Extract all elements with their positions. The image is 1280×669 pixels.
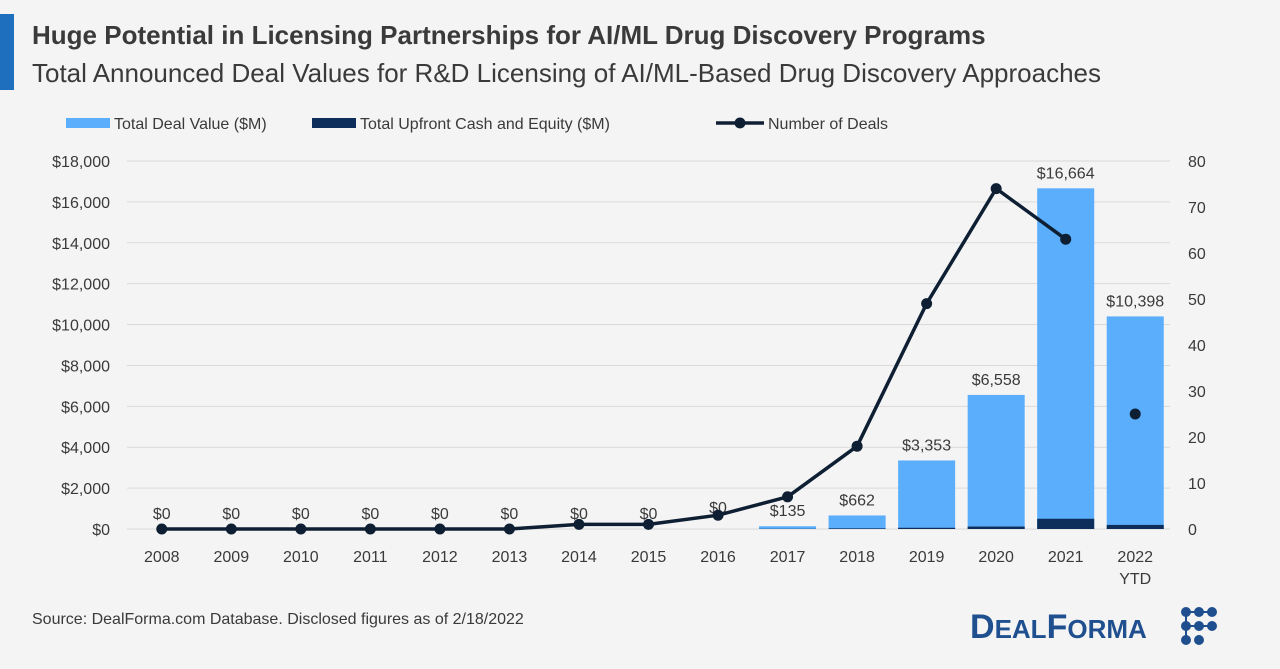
legend-bar-swatch [66, 118, 110, 128]
bar-total-deal-value [1037, 188, 1095, 529]
x-tick-label: 2016 [700, 549, 736, 566]
y-left-tick-label: $2,000 [61, 481, 110, 498]
x-tick-label: 2013 [492, 549, 528, 566]
y-right-tick-label: 0 [1188, 522, 1197, 539]
deals-point [851, 440, 863, 452]
bar-data-label: $0 [153, 506, 171, 523]
deals-point [782, 491, 794, 503]
y-left-tick-label: $16,000 [52, 195, 110, 212]
bar-data-label: $0 [222, 506, 240, 523]
deals-point [225, 523, 237, 535]
legend-label: Number of Deals [768, 116, 888, 133]
legend-line-marker [734, 117, 746, 129]
legend-label: Total Deal Value ($M) [114, 116, 267, 133]
x-tick-label: 2021 [1048, 549, 1084, 566]
deals-point [573, 518, 585, 530]
y-right-tick-label: 30 [1188, 384, 1206, 401]
bar-data-label: $0 [570, 506, 588, 523]
bar-total-deal-value [828, 515, 886, 529]
bar-upfront-cash-equity [898, 527, 956, 529]
bar-data-label: $0 [361, 506, 379, 523]
bar-data-label: $135 [770, 503, 806, 520]
dealforma-dots-icon [1181, 607, 1217, 645]
bar-total-deal-value [967, 394, 1025, 529]
deals-point [434, 523, 446, 535]
bar-upfront-cash-equity [1037, 518, 1095, 529]
bar-data-label: $0 [431, 506, 449, 523]
y-right-tick-label: 70 [1188, 200, 1206, 217]
y-left-tick-label: $8,000 [61, 358, 110, 375]
y-right-tick-label: 80 [1188, 154, 1206, 171]
deals-point [1060, 233, 1072, 245]
legend-bar-swatch [312, 118, 356, 128]
x-tick-label: 2012 [422, 549, 458, 566]
x-tick-label: 2020 [978, 549, 1014, 566]
bar-total-deal-value [759, 526, 817, 529]
y-left-tick-label: $12,000 [52, 277, 110, 294]
bar-upfront-cash-equity [967, 526, 1025, 529]
y-left-tick-label: $6,000 [61, 399, 110, 416]
x-tick-label: 2009 [214, 549, 250, 566]
deals-point [643, 518, 654, 530]
y-left-tick-label: $10,000 [52, 318, 110, 335]
deals-line [161, 186, 1067, 531]
y-right-tick-label: 20 [1188, 430, 1206, 447]
y-left-tick-label: $4,000 [61, 440, 110, 457]
y-right-tick-label: 60 [1188, 246, 1206, 263]
chart-subtitle: Total Announced Deal Values for R&D Lice… [32, 58, 1101, 88]
x-tick-sublabel: YTD [1119, 571, 1151, 588]
x-tick-label: 2019 [909, 549, 945, 566]
x-tick-label: 2015 [631, 549, 667, 566]
x-tick-label: 2017 [770, 549, 806, 566]
deals-point [990, 183, 1002, 195]
deals-point [921, 298, 933, 310]
deals-point [156, 523, 168, 535]
bar-total-deal-value [1106, 316, 1164, 529]
bar-data-label: $0 [640, 506, 658, 523]
y-right-tick-label: 10 [1188, 476, 1206, 493]
deals-point [712, 509, 724, 521]
y-left-tick-label: $18,000 [52, 154, 110, 171]
bar-data-label: $10,398 [1106, 293, 1164, 310]
bar-data-label: $3,353 [902, 437, 951, 454]
x-tick-label: 2008 [144, 549, 180, 566]
y-left-tick-label: $14,000 [52, 236, 110, 253]
combo-chart: $0 $2,000 $4,000 $6,000 $8,000 $10,000 $12,000… [52, 116, 1206, 588]
x-tick-label: 2010 [283, 549, 319, 566]
source-note: Source: DealForma.com Database. Disclose… [32, 611, 524, 628]
x-tick-label: 2018 [839, 549, 875, 566]
chart-title: Huge Potential in Licensing Partnerships… [32, 20, 986, 50]
y-right-tick-label: 50 [1188, 292, 1206, 309]
bar-data-label: $6,558 [972, 372, 1021, 389]
dealforma-logo: DEALFORMA [970, 608, 1147, 646]
bar-total-deal-value [898, 460, 956, 529]
deals-point [1129, 408, 1141, 420]
bar-data-label: $16,664 [1037, 165, 1095, 182]
y-right-tick-label: 40 [1188, 338, 1206, 355]
bar-data-label: $0 [292, 506, 310, 523]
bar-upfront-cash-equity [828, 528, 886, 529]
deals-point [364, 523, 376, 535]
y-left-tick-label: $0 [92, 522, 110, 539]
bar-upfront-cash-equity [1106, 524, 1164, 529]
deals-point [503, 523, 515, 535]
bar-data-label: $662 [839, 492, 875, 509]
title-accent-bar [0, 14, 14, 90]
x-tick-label: 2014 [561, 549, 597, 566]
bar-data-label: $0 [501, 506, 519, 523]
deals-point [295, 523, 307, 535]
x-tick-label: 2022 [1117, 549, 1153, 566]
legend-label: Total Upfront Cash and Equity ($M) [360, 116, 610, 133]
x-tick-label: 2011 [353, 549, 388, 566]
